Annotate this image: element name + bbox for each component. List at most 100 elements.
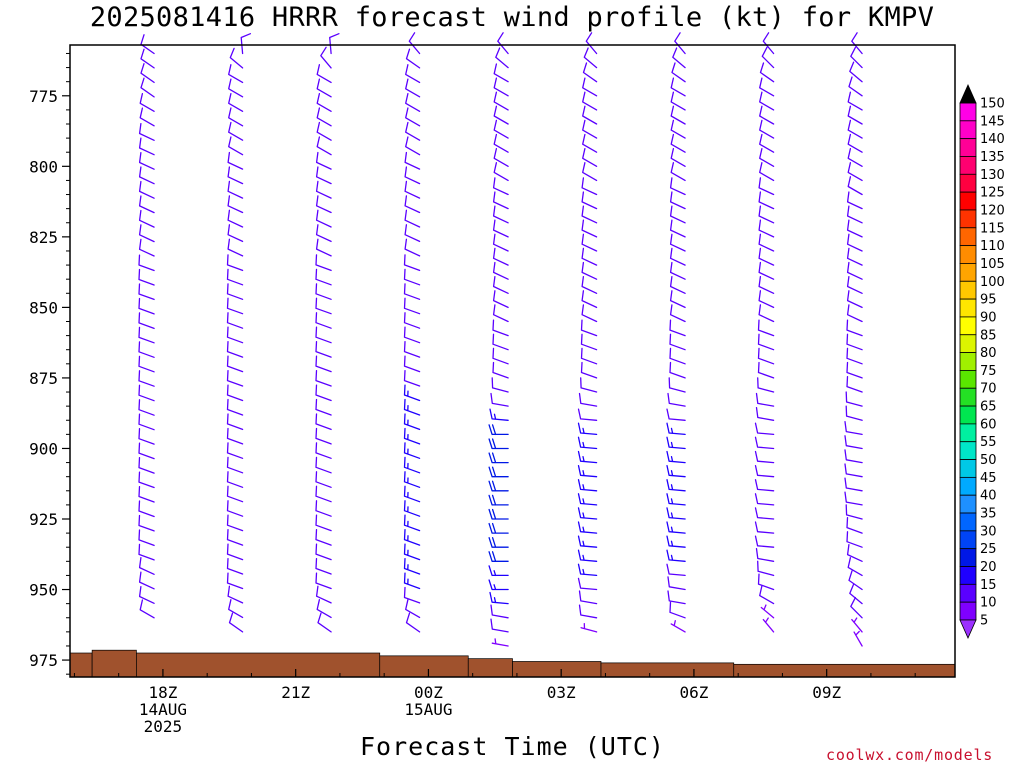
wind-barb-col3-37 — [403, 572, 421, 590]
colorbar-label-85: 85 — [980, 328, 997, 343]
wind-barb-col7-11 — [758, 191, 775, 210]
wind-barb-col8-19 — [846, 304, 863, 323]
wind-barb-col2-3 — [316, 78, 332, 98]
wind-barb-col3-7 — [405, 136, 421, 156]
wind-barb-col6-14 — [669, 233, 686, 252]
wind-barb-col8-12 — [846, 205, 863, 224]
wind-barb-col4-31 — [488, 480, 509, 492]
wind-barb-col0-8 — [138, 151, 155, 170]
wind-barb-col2-16 — [315, 268, 332, 286]
wind-barb-col7-8 — [759, 147, 775, 167]
colorbar-label-35: 35 — [980, 507, 997, 522]
terrain-segment-2 — [136, 652, 381, 678]
wind-barb-col5-13 — [581, 219, 598, 238]
wind-barb-col1-38 — [227, 585, 244, 604]
wind-barb-col1-35 — [226, 543, 244, 561]
wind-barb-col5-10 — [581, 177, 598, 196]
wind-barb-col5-15 — [581, 247, 598, 266]
wind-barb-col3-19 — [403, 312, 421, 329]
wind-barb-col2-11 — [315, 195, 332, 214]
terrain-segment-4 — [467, 658, 513, 678]
wind-barb-col6-21 — [669, 333, 686, 351]
wind-barb-col3-40 — [405, 612, 421, 633]
wind-barb-col3-12 — [404, 209, 421, 228]
wind-barb-col0-5 — [139, 107, 155, 127]
wind-barb-col3-14 — [404, 238, 421, 257]
wind-barb-col8-33 — [845, 504, 863, 520]
wind-barb-col0-18 — [138, 297, 155, 315]
wind-barb-col4-7 — [493, 133, 509, 153]
wind-barb-col1-24 — [226, 384, 244, 402]
y-tick-label-850: 850 — [29, 298, 58, 317]
wind-barb-col6-24 — [668, 377, 686, 393]
colorbar-swatch-40 — [959, 476, 977, 496]
wind-barb-col8-27 — [844, 421, 863, 436]
wind-barb-col0-37 — [138, 571, 155, 590]
colorbar-label-150: 150 — [980, 97, 1005, 112]
wind-barb-col1-28 — [226, 442, 244, 459]
wind-barb-col1-29 — [226, 456, 244, 474]
wind-barb-col8-17 — [846, 275, 863, 294]
colorbar-swatch-35 — [959, 494, 977, 514]
wind-barb-col7-27 — [754, 422, 775, 436]
colorbar-label-115: 115 — [980, 221, 1005, 236]
wind-barb-col5-26 — [577, 408, 598, 421]
wind-barb-col8-24 — [846, 375, 863, 393]
wind-barb-col1-40 — [228, 612, 244, 633]
wind-barb-col4-25 — [490, 392, 509, 407]
wind-barb-col7-21 — [757, 333, 775, 351]
colorbar-swatch-95 — [959, 280, 977, 300]
wind-barb-col5-25 — [578, 392, 598, 407]
wind-barb-col6-15 — [669, 247, 686, 266]
wind-barb-col5-38 — [577, 577, 598, 591]
colorbar-swatch-10 — [959, 583, 977, 603]
wind-barb-col4-40 — [490, 604, 509, 619]
wind-barb-col4-1 — [495, 47, 509, 69]
y-tick-label-975: 975 — [29, 651, 58, 670]
wind-barb-col8-7 — [847, 133, 863, 153]
wind-barb-col7-7 — [759, 133, 775, 153]
colorbar: 1501451401351301251201151101051009590858… — [959, 84, 1005, 639]
wind-barb-col2-22 — [315, 355, 332, 373]
wind-barb-col0-38 — [138, 585, 155, 604]
wind-barb-col4-22 — [492, 347, 509, 365]
colorbar-label-70: 70 — [980, 382, 997, 397]
wind-barb-col1-22 — [226, 355, 244, 373]
wind-barb-col0-26 — [138, 413, 155, 431]
wind-barb-col0-29 — [138, 456, 155, 474]
wind-barb-col2-6 — [316, 121, 332, 141]
wind-barb-col4-15 — [492, 247, 509, 266]
wind-barb-col5-29 — [577, 450, 598, 464]
wind-barb-col2-34 — [315, 529, 332, 546]
wind-barb-col5-17 — [581, 275, 598, 294]
wind-barb-col0-32 — [138, 500, 155, 518]
wind-barb-col1-37 — [226, 572, 244, 590]
wind-barb-col7-1 — [761, 46, 775, 69]
wind-barb-col4-32 — [488, 494, 509, 506]
wind-barb-col0-28 — [138, 442, 155, 460]
wind-barb-col0-36 — [138, 557, 155, 575]
wind-barb-col7-31 — [754, 479, 775, 492]
wind-barb-col1-27 — [226, 427, 244, 445]
wind-barb-col4-26 — [489, 408, 509, 421]
terrain-segment-6 — [600, 662, 735, 678]
wind-barb-col5-23 — [580, 361, 598, 379]
wind-barb-col4-18 — [492, 290, 509, 309]
wind-barb-col7-22 — [757, 347, 775, 365]
wind-barb-col6-19 — [669, 304, 686, 323]
wind-barb-col2-28 — [315, 442, 332, 459]
wind-barb-col2-33 — [315, 514, 332, 532]
terrain-segment-1 — [91, 649, 137, 678]
wind-barb-col2-25 — [315, 398, 332, 416]
wind-barb-col1-18 — [226, 297, 244, 315]
wind-barb-col2-1 — [320, 46, 332, 69]
wind-barb-col8-30 — [844, 463, 863, 478]
wind-barb-col0-14 — [138, 238, 155, 257]
wind-barb-col3-18 — [403, 297, 421, 315]
wind-barb-col8-32 — [844, 491, 863, 506]
colorbar-swatch-5 — [959, 601, 977, 621]
colorbar-under-triangle — [959, 619, 977, 639]
credit-link[interactable]: coolwx.com/models — [826, 746, 994, 764]
wind-barb-col7-4 — [759, 91, 775, 111]
wind-barb-col4-34 — [488, 522, 509, 534]
